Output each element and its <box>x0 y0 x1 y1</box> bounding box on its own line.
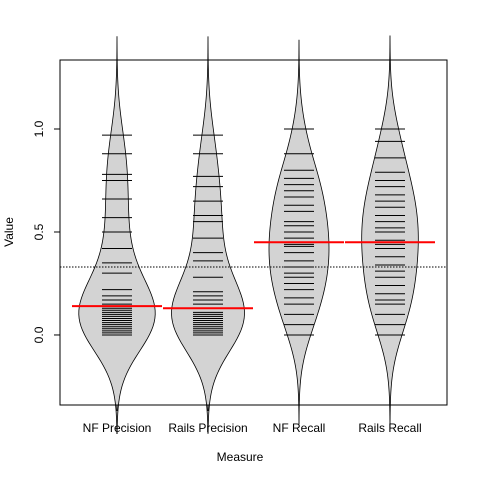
y-tick-label: 1.0 <box>32 120 46 137</box>
y-tick-label: 0.5 <box>32 223 46 240</box>
plot-frame <box>59 59 448 406</box>
y-tick-label: 0.0 <box>32 326 46 343</box>
bean <box>78 36 156 434</box>
bean <box>171 36 245 434</box>
x-tick-label: Rails Recall <box>358 421 421 435</box>
x-tick-label: NF Recall <box>273 421 326 435</box>
y-axis-label: Value <box>2 217 16 247</box>
x-tick-label: NF Precision <box>83 421 152 435</box>
x-tick-label: Rails Precision <box>168 421 247 435</box>
x-axis-label: Measure <box>217 450 264 464</box>
